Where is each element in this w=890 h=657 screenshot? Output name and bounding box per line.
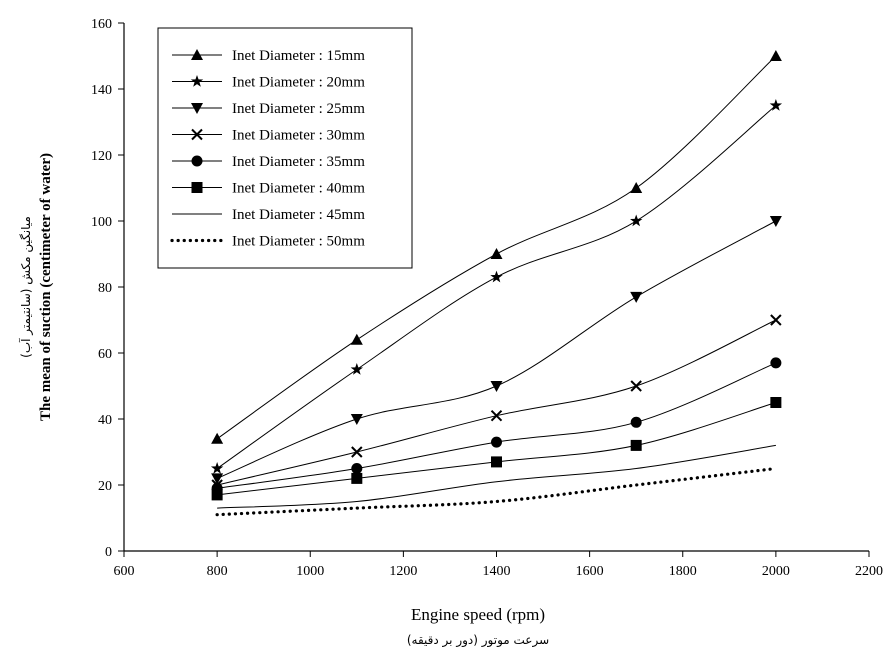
x-tick-label: 1800 [669,564,697,579]
data-point [211,489,223,501]
legend-item: Inet Diameter : 45mm [172,207,365,223]
y-tick-label: 40 [98,413,112,428]
series-5 [211,357,782,494]
y-tick-label: 140 [91,83,112,98]
data-point [630,291,643,303]
y-axis-title: The mean of suction (centimeter of water… [38,153,54,421]
x-tick-label: 1600 [576,564,604,579]
legend-marker [191,103,203,114]
data-point [769,50,782,61]
data-point [491,456,502,468]
x-tick-label: 2000 [762,564,790,579]
legend-box [157,27,413,269]
legend-item: Inet Diameter : 30mm [172,128,365,144]
x-axis-title-secondary: سرعت موتور (دور بر دقیقه) [407,633,549,648]
legend-item: Inet Diameter : 50mm [170,234,365,250]
data-point [350,333,363,345]
series-1 [211,50,782,444]
series-group [210,50,783,517]
data-point [770,397,782,408]
x-tick-label: 1400 [483,564,511,579]
legend-item: Inet Diameter : 40mm [172,181,365,197]
series-2 [210,99,783,474]
legend-item: Inet Diameter : 25mm [172,101,365,117]
data-point [351,472,363,484]
data-point [490,248,503,259]
y-tick-label: 160 [91,17,112,32]
legend-item: Inet Diameter : 15mm [172,48,365,64]
data-point [630,416,642,428]
legend-marker [191,182,203,193]
legend-marker [191,49,203,60]
data-point [350,414,363,425]
y-tick-label: 60 [98,347,112,362]
y-tick-label: 20 [98,479,112,494]
legend-label: Inet Diameter : 15mm [232,48,365,64]
x-tick-label: 600 [114,564,135,579]
legend-label: Inet Diameter : 45mm [232,207,365,223]
y-axis-title-secondary: میانگین مکش (سانتیمتر آب) [18,216,34,358]
legend-marker [191,128,203,141]
x-tick-label: 1200 [389,564,417,579]
data-point [630,182,643,193]
series-line [217,444,776,509]
legend-marker [190,75,204,87]
data-point [351,446,363,458]
data-point [770,314,782,326]
legend-label: Inet Diameter : 35mm [232,154,365,170]
data-point [210,462,224,474]
legend-item: Inet Diameter : 35mm [172,154,365,170]
y-tick-label: 80 [98,281,112,296]
data-point [211,432,224,444]
x-ticks: 600 800 1000 1200 1400 1600 1800 2000 2200 [114,551,883,579]
x-tick-label: 800 [207,564,228,579]
legend-label: Inet Diameter : 25mm [232,101,365,117]
data-point [351,463,363,474]
data-point [490,409,503,422]
legend-label: Inet Diameter : 50mm [232,234,365,250]
series-8 [215,466,778,517]
data-point [490,381,503,392]
y-tick-label: 120 [91,149,112,164]
legend-label: Inet Diameter : 30mm [232,128,365,144]
legend-entries: Inet Diameter : 15mm Inet Diameter : 20mm… [170,48,365,250]
data-point [630,214,643,227]
data-point [770,357,782,369]
series-line [215,466,778,517]
data-point [769,99,783,111]
legend-item: Inet Diameter : 20mm [172,75,365,91]
legend-marker [191,155,203,167]
data-point [350,363,363,375]
y-ticks: 0 20 40 60 80 100 120 140 160 [91,17,124,560]
x-axis-title: Engine speed (rpm) [411,605,545,624]
x-tick-label: 1000 [296,564,324,579]
data-point [491,436,502,448]
data-point [490,270,503,283]
series-7 [217,444,776,509]
y-tick-label: 100 [91,215,112,230]
legend-label: Inet Diameter : 20mm [232,75,365,91]
x-tick-label: 2200 [855,564,883,579]
series-3 [211,216,782,485]
y-tick-label: 0 [105,545,112,560]
legend: Inet Diameter : 15mm Inet Diameter : 20mm… [157,27,413,269]
data-point [211,473,224,485]
data-point [769,216,782,227]
data-point [630,380,642,392]
legend-label: Inet Diameter : 40mm [232,181,365,197]
data-point [630,439,642,451]
series-6 [211,397,782,501]
